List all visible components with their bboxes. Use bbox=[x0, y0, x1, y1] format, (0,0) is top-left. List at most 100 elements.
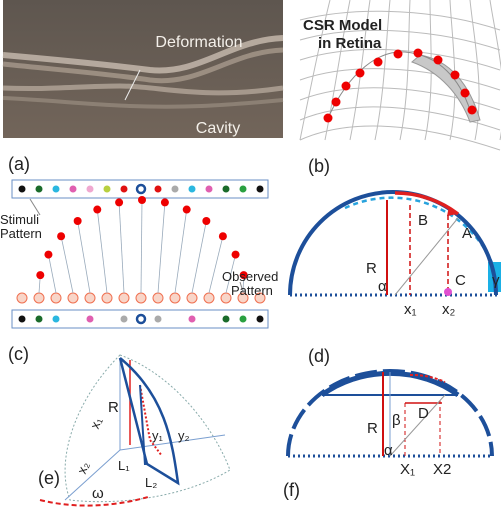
label: Stimuli bbox=[0, 212, 39, 227]
projection-line bbox=[158, 202, 165, 293]
dot bbox=[434, 56, 443, 65]
retina-dot bbox=[74, 217, 82, 225]
retina-dot bbox=[36, 271, 44, 279]
projection-circle bbox=[170, 293, 180, 303]
observed-dot bbox=[240, 316, 247, 323]
retina-dot bbox=[44, 251, 52, 259]
retina-dot bbox=[93, 206, 101, 214]
projection-line bbox=[97, 210, 107, 293]
stimulus-dot bbox=[19, 186, 26, 193]
label: α bbox=[378, 278, 387, 295]
panel-d: B A R C α x₁ x₂ γ (d) bbox=[290, 192, 501, 366]
stimulus-dot bbox=[36, 186, 43, 193]
stimulus-dot bbox=[155, 186, 162, 193]
dot bbox=[414, 49, 423, 58]
stimulus-dot bbox=[189, 186, 196, 193]
retina-dot bbox=[183, 206, 191, 214]
projection-circle bbox=[119, 293, 129, 303]
observed-dot bbox=[137, 315, 145, 323]
panel-a: Deformation Cavity (a) bbox=[3, 0, 283, 174]
label: γ bbox=[492, 272, 500, 289]
dot bbox=[394, 50, 403, 59]
label: α bbox=[384, 442, 393, 459]
label: Pattern bbox=[231, 283, 273, 298]
projection-circle bbox=[85, 293, 95, 303]
observed-dot bbox=[36, 316, 43, 323]
projection-line bbox=[141, 200, 142, 293]
retina-dot bbox=[219, 232, 227, 240]
panel-label: (f) bbox=[283, 480, 300, 500]
label: D bbox=[418, 405, 429, 422]
observed-dot bbox=[87, 316, 94, 323]
projection-line bbox=[175, 210, 187, 293]
stimulus-dot bbox=[137, 185, 145, 193]
retina-dot bbox=[202, 217, 210, 225]
dot bbox=[451, 71, 460, 80]
projection-circle bbox=[187, 293, 197, 303]
panel-b: CSR Model in Retina (b) bbox=[300, 0, 501, 176]
label: X₁ bbox=[400, 461, 415, 478]
retina-dot bbox=[57, 232, 65, 240]
label: y₁ bbox=[152, 428, 164, 443]
retina-dot bbox=[115, 198, 123, 206]
label: A bbox=[462, 225, 472, 242]
label: x₁ bbox=[404, 301, 417, 318]
retina-dot bbox=[161, 198, 169, 206]
stimulus-dot bbox=[223, 186, 230, 193]
dot bbox=[332, 98, 341, 107]
projection-circle bbox=[17, 293, 27, 303]
projection-line bbox=[119, 202, 124, 293]
label: Observed bbox=[222, 269, 278, 284]
label: C bbox=[455, 272, 466, 289]
projection-circle bbox=[34, 293, 44, 303]
dot bbox=[461, 89, 470, 98]
projection-line bbox=[78, 221, 90, 293]
label: L₂ bbox=[145, 475, 157, 490]
projection-circle bbox=[68, 293, 78, 303]
panel-label: (a) bbox=[8, 154, 30, 174]
observed-dot bbox=[223, 316, 230, 323]
dot bbox=[356, 69, 365, 78]
stimulus-dot bbox=[257, 186, 264, 193]
panel-label: (b) bbox=[308, 156, 330, 176]
label: x₂ bbox=[74, 460, 92, 476]
observed-dot bbox=[121, 316, 128, 323]
panel-f: R β D α X₁ X2 (f) bbox=[283, 371, 492, 500]
label: R bbox=[108, 399, 119, 416]
observed-dot bbox=[19, 316, 26, 323]
label: y₂ bbox=[178, 428, 190, 443]
panel-label: (e) bbox=[38, 468, 60, 488]
observed-dot bbox=[257, 316, 264, 323]
observed-dot bbox=[53, 316, 60, 323]
retina-dot bbox=[138, 196, 146, 204]
projection-line bbox=[209, 236, 223, 293]
projection-circle bbox=[51, 293, 61, 303]
figure: Deformation Cavity (a) CSR Model in Reti… bbox=[0, 0, 501, 511]
retina-dot bbox=[232, 251, 240, 259]
projection-line bbox=[48, 255, 56, 293]
dot bbox=[324, 114, 333, 123]
label: ω bbox=[92, 485, 104, 502]
label: Pattern bbox=[0, 226, 42, 241]
label: x₁ bbox=[87, 415, 105, 431]
label: B bbox=[418, 212, 428, 229]
projection-line bbox=[192, 221, 206, 293]
panel-c: Stimuli Pattern Observed Pattern (c) bbox=[0, 180, 278, 364]
stimulus-dot bbox=[104, 186, 111, 193]
stimulus-dot bbox=[172, 186, 179, 193]
label: R bbox=[367, 420, 378, 437]
stimulus-dot bbox=[53, 186, 60, 193]
projection-circle bbox=[221, 293, 231, 303]
observed-dot bbox=[189, 316, 196, 323]
projection-circle bbox=[204, 293, 214, 303]
projection-circle bbox=[136, 293, 146, 303]
label: β bbox=[392, 412, 401, 429]
stimulus-dot bbox=[121, 186, 128, 193]
projection-circle bbox=[153, 293, 163, 303]
stimulus-dot bbox=[206, 186, 213, 193]
label: in Retina bbox=[318, 35, 382, 52]
observed-dot bbox=[155, 316, 162, 323]
stimulus-dot bbox=[87, 186, 94, 193]
projection-line bbox=[61, 236, 73, 293]
label: CSR Model bbox=[303, 17, 382, 34]
